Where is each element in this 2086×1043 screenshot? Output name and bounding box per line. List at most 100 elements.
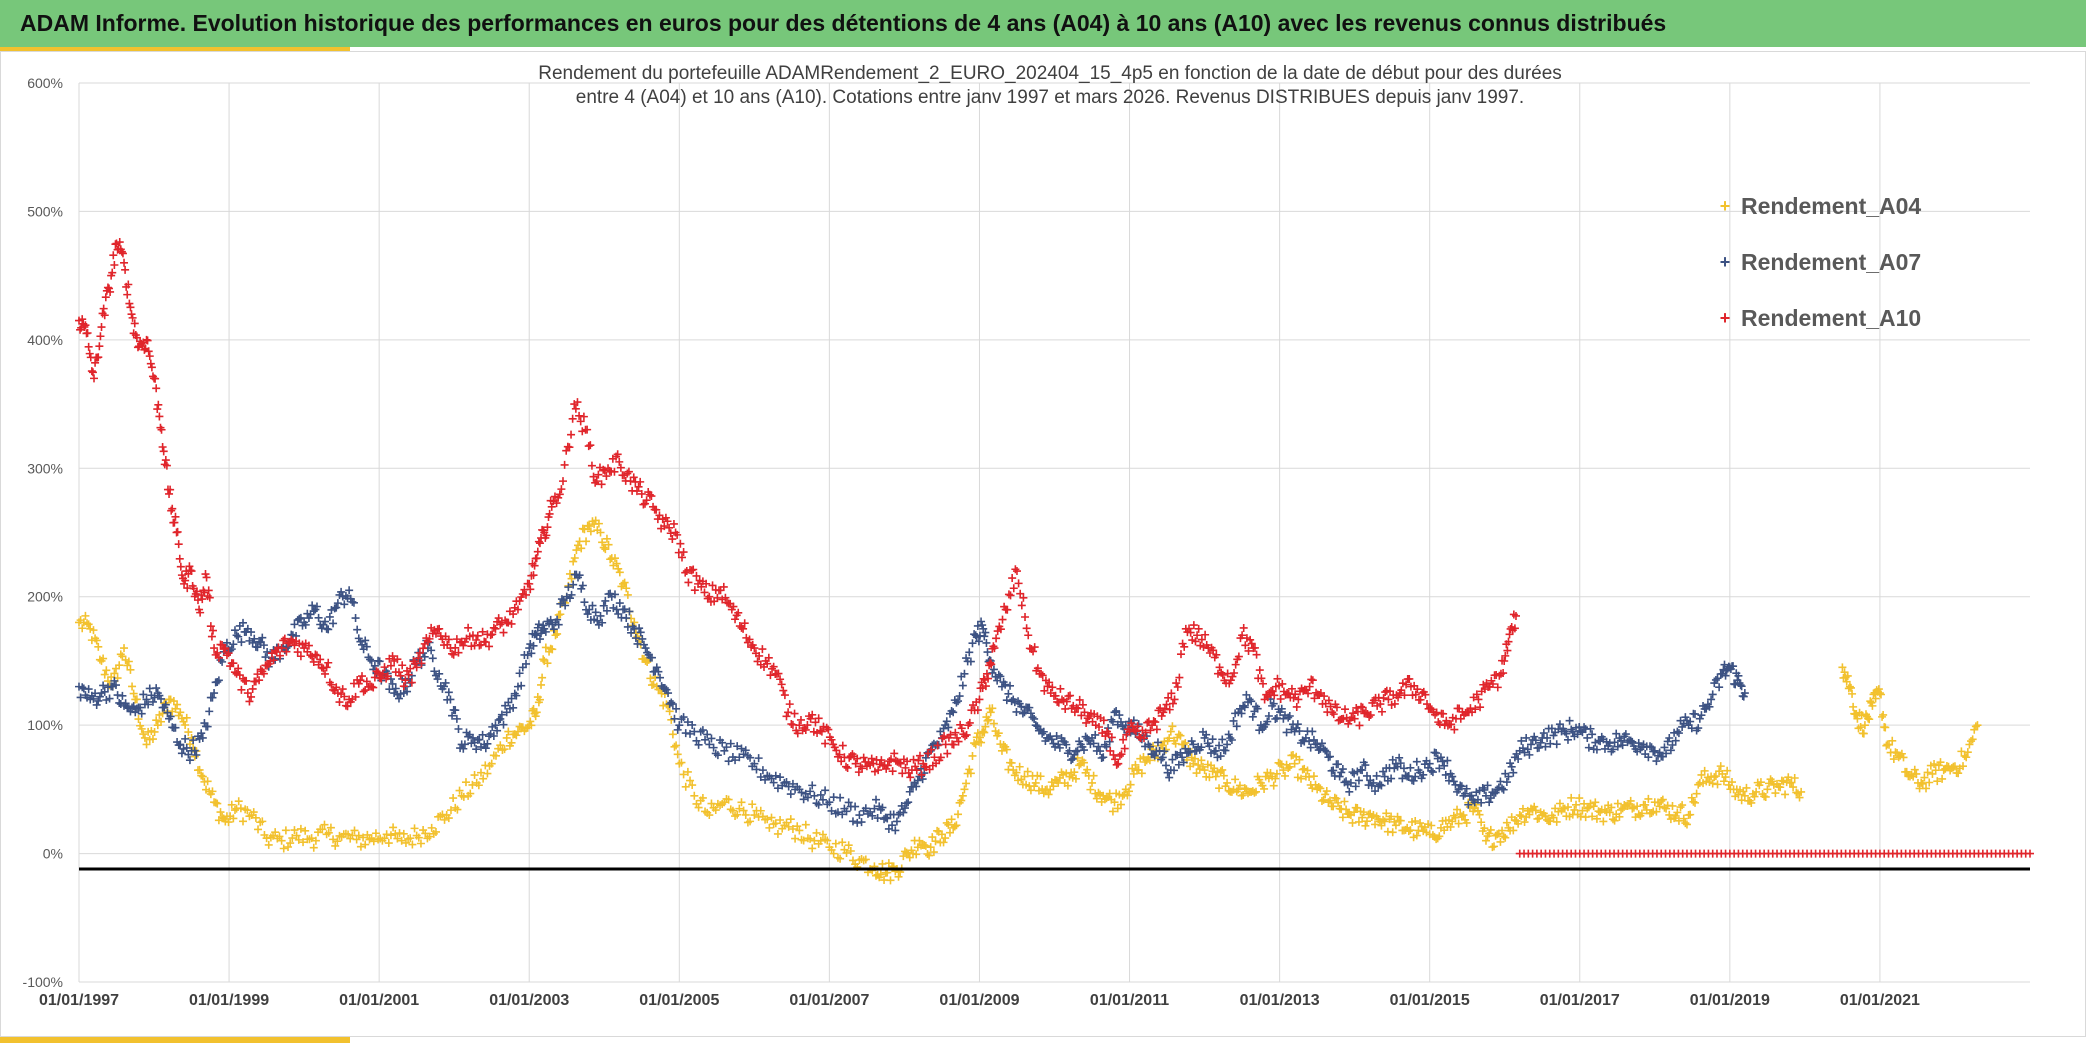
data-point bbox=[1737, 682, 1746, 691]
data-point bbox=[1678, 801, 1687, 810]
data-point bbox=[737, 744, 746, 753]
data-point bbox=[309, 607, 318, 616]
legend-item-a04[interactable]: + Rendement_A04 bbox=[1715, 178, 2045, 234]
data-point bbox=[1475, 810, 1484, 819]
data-point bbox=[1609, 745, 1617, 754]
x-tick-label: 01/01/2017 bbox=[1540, 992, 1620, 1009]
data-point bbox=[587, 461, 596, 470]
data-point bbox=[101, 293, 110, 302]
data-point bbox=[784, 822, 793, 831]
data-point bbox=[1628, 737, 1637, 746]
data-point bbox=[814, 800, 823, 809]
data-point bbox=[675, 721, 684, 730]
data-point bbox=[396, 671, 405, 680]
data-point bbox=[1099, 753, 1108, 762]
data-point bbox=[132, 695, 141, 704]
data-point bbox=[1126, 780, 1135, 789]
data-point bbox=[958, 681, 967, 690]
data-point bbox=[190, 746, 199, 755]
data-point bbox=[698, 726, 707, 735]
data-point bbox=[816, 790, 825, 799]
legend-item-a10[interactable]: + Rendement_A10 bbox=[1715, 290, 2045, 346]
data-point bbox=[1752, 787, 1761, 796]
data-point bbox=[977, 617, 986, 626]
data-point bbox=[1295, 755, 1304, 764]
data-point bbox=[1377, 707, 1386, 716]
data-point bbox=[997, 746, 1006, 755]
data-point bbox=[1645, 742, 1654, 751]
data-point bbox=[99, 654, 108, 663]
data-point bbox=[85, 349, 94, 358]
data-point bbox=[448, 711, 457, 720]
data-point bbox=[1026, 709, 1035, 718]
data-point bbox=[1859, 729, 1868, 738]
data-point bbox=[1626, 796, 1635, 805]
data-point bbox=[786, 790, 795, 799]
data-point bbox=[1170, 766, 1179, 775]
data-point bbox=[332, 603, 341, 612]
data-point bbox=[296, 613, 305, 622]
data-point bbox=[565, 443, 574, 452]
data-point bbox=[1450, 725, 1459, 734]
data-point bbox=[1165, 773, 1174, 782]
data-point bbox=[136, 703, 145, 712]
data-point bbox=[389, 823, 398, 832]
data-point bbox=[724, 757, 733, 766]
y-tick-label: -100% bbox=[23, 974, 63, 990]
data-point bbox=[575, 571, 584, 580]
data-point bbox=[558, 477, 567, 486]
data-point bbox=[1016, 589, 1025, 598]
data-point bbox=[569, 557, 578, 566]
data-point bbox=[472, 635, 481, 644]
data-point bbox=[1289, 693, 1298, 702]
data-point bbox=[857, 818, 866, 827]
data-point bbox=[984, 674, 993, 683]
data-point bbox=[494, 614, 503, 623]
report-banner: ADAM Informe. Evolution historique des p… bbox=[0, 0, 2086, 47]
data-point bbox=[213, 677, 222, 686]
data-point bbox=[1655, 802, 1664, 811]
data-point bbox=[694, 803, 703, 812]
data-point bbox=[669, 519, 678, 528]
legend-item-a07[interactable]: + Rendement_A07 bbox=[1715, 234, 2045, 290]
data-point bbox=[322, 663, 331, 672]
data-point bbox=[739, 806, 748, 815]
data-point bbox=[410, 824, 419, 833]
data-point bbox=[154, 400, 163, 409]
data-point bbox=[1221, 746, 1230, 755]
data-point bbox=[312, 602, 321, 611]
data-point bbox=[1119, 735, 1128, 744]
data-point bbox=[1967, 737, 1976, 746]
data-point bbox=[399, 829, 408, 838]
data-point bbox=[115, 661, 124, 670]
data-point bbox=[1396, 816, 1405, 825]
data-point bbox=[1036, 772, 1045, 781]
data-point bbox=[431, 629, 440, 638]
data-point bbox=[120, 258, 129, 267]
data-point bbox=[627, 628, 636, 637]
data-point bbox=[386, 661, 395, 670]
data-point bbox=[239, 817, 248, 826]
data-point bbox=[855, 811, 864, 820]
data-point bbox=[741, 746, 750, 755]
data-point bbox=[1708, 779, 1717, 788]
data-point bbox=[483, 739, 492, 748]
data-point bbox=[1486, 825, 1495, 834]
data-point bbox=[771, 771, 780, 780]
data-point bbox=[1082, 718, 1091, 727]
data-point bbox=[737, 798, 746, 807]
data-point bbox=[895, 758, 904, 767]
data-point bbox=[784, 708, 793, 717]
data-point bbox=[340, 600, 349, 609]
data-point bbox=[739, 750, 748, 759]
data-point bbox=[203, 722, 212, 731]
chart-title-line-1: Rendement du portefeuille ADAMRendement_… bbox=[538, 63, 1562, 84]
data-point bbox=[1017, 702, 1026, 711]
data-point bbox=[333, 599, 342, 608]
data-point bbox=[1216, 767, 1225, 776]
data-point bbox=[591, 478, 600, 487]
data-point bbox=[1925, 778, 1934, 787]
data-point bbox=[1853, 714, 1862, 723]
data-point bbox=[449, 650, 458, 659]
data-point bbox=[1330, 793, 1339, 802]
